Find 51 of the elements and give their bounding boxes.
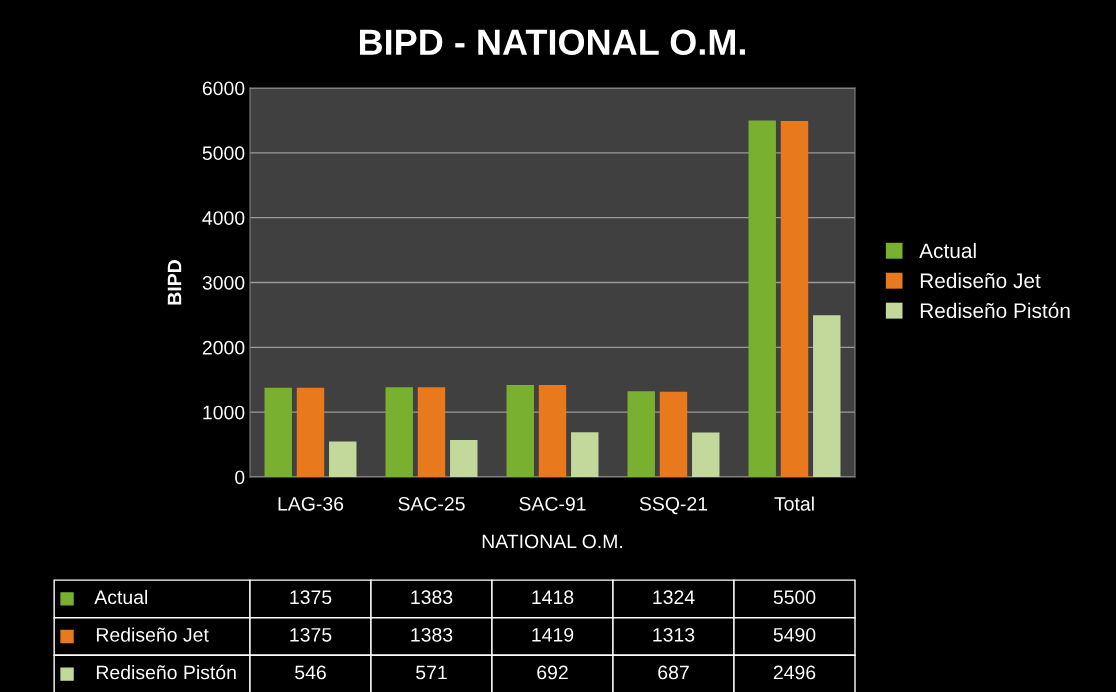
data-label: 1375 — [290, 627, 332, 642]
bar — [748, 120, 776, 477]
data-label: 1419 — [532, 627, 574, 642]
data-label: 5490 — [773, 627, 816, 642]
x-tick-label: SSQ-21 — [639, 496, 708, 515]
x-tick-label: LAG-36 — [278, 496, 344, 511]
data-label: 692 — [537, 665, 568, 680]
y-tick-label: 2000 — [202, 340, 245, 355]
text: Rediseño Jet — [96, 627, 209, 642]
y-axis-title: BIPD — [167, 260, 182, 305]
legend-label: Rediseño Jet — [920, 272, 1041, 289]
data-label: 571 — [416, 665, 447, 680]
bar — [450, 439, 478, 477]
bar — [264, 387, 292, 477]
data-label: 1383 — [411, 627, 453, 642]
data-label: 1418 — [532, 590, 574, 605]
x-tick-label: SAC-91 — [519, 496, 586, 511]
bar — [296, 387, 325, 477]
data-label: 1313 — [653, 627, 695, 642]
legend-label: Rediseño Pistón — [920, 302, 1070, 319]
data-label: 687 — [658, 665, 689, 680]
bar — [538, 385, 567, 477]
bar — [385, 387, 413, 477]
data-label: 2496 — [773, 665, 816, 680]
bar — [329, 441, 357, 477]
bar — [813, 315, 841, 477]
y-tick-label: 1000 — [203, 405, 245, 420]
y-tick-label: 5000 — [202, 146, 245, 161]
data-label: 1383 — [411, 590, 453, 605]
bar — [506, 385, 534, 477]
text: Actual — [94, 589, 148, 605]
text: Rediseño Pistón — [96, 664, 236, 680]
bar — [417, 387, 446, 477]
y-tick-label: 0 — [235, 470, 245, 485]
bar — [780, 121, 809, 477]
legend-label: Actual — [919, 242, 976, 259]
bar — [692, 432, 720, 477]
x-axis-title: NATIONAL O.M. — [482, 534, 623, 549]
bar — [627, 391, 655, 477]
x-tick-label: Total — [774, 496, 814, 511]
bar — [659, 391, 688, 477]
bar — [571, 432, 599, 477]
data-label: 5500 — [773, 590, 816, 605]
y-tick-label: 4000 — [202, 211, 245, 225]
y-tick-label: 6000 — [202, 81, 245, 96]
data-label: 1324 — [653, 590, 695, 605]
chart-title: BIPD - NATIONAL O.M. — [359, 29, 745, 56]
data-label: 1375 — [290, 590, 332, 605]
data-label: 546 — [295, 665, 326, 680]
x-tick-label: SAC-25 — [398, 496, 465, 511]
y-tick-label: 3000 — [202, 275, 245, 290]
